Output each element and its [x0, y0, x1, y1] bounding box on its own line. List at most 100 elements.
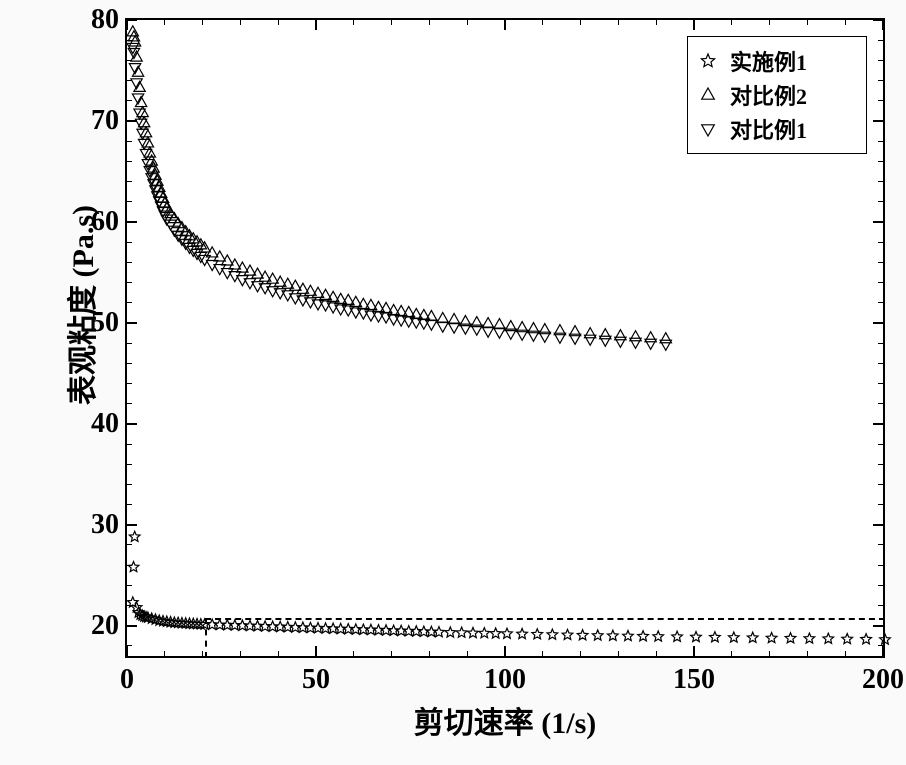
data-marker-triangle-up	[137, 107, 148, 117]
data-marker-triangle-down	[448, 323, 459, 333]
data-marker-triangle-down	[137, 129, 148, 139]
y-minor-tick	[878, 585, 883, 586]
y-minor-tick	[878, 242, 883, 243]
x-minor-tick	[391, 651, 392, 656]
y-minor-tick	[878, 464, 883, 465]
x-minor-tick	[278, 651, 279, 656]
y-major-tick	[127, 524, 137, 526]
legend-label: 实施例1	[730, 45, 807, 77]
x-minor-tick	[353, 20, 354, 25]
x-minor-tick	[467, 20, 468, 25]
data-marker-triangle-down	[630, 338, 641, 348]
data-marker-triangle-down	[660, 340, 671, 350]
y-major-tick	[127, 120, 137, 122]
y-minor-tick	[127, 262, 132, 263]
legend-marker-star-icon	[696, 52, 720, 70]
data-marker-triangle-up	[615, 330, 626, 340]
x-major-tick	[882, 646, 884, 656]
data-marker-triangle-down	[584, 335, 595, 345]
data-marker-triangle-up	[660, 333, 671, 343]
data-marker-triangle-down	[600, 336, 611, 346]
y-minor-tick	[878, 403, 883, 404]
x-minor-tick	[202, 20, 203, 25]
x-minor-tick	[164, 651, 165, 656]
data-marker-triangle-up	[494, 319, 505, 329]
y-minor-tick	[878, 504, 883, 505]
y-minor-tick	[127, 282, 132, 283]
x-minor-tick	[240, 651, 241, 656]
y-minor-tick	[878, 605, 883, 606]
y-tick-label: 60	[81, 206, 119, 238]
y-minor-tick	[878, 544, 883, 545]
x-tick-label: 0	[120, 664, 134, 696]
x-tick-label: 150	[673, 664, 715, 696]
data-marker-triangle-down	[482, 327, 493, 337]
x-minor-tick	[807, 651, 808, 656]
y-minor-tick	[878, 100, 883, 101]
data-marker-triangle-down	[494, 328, 505, 338]
x-minor-tick	[656, 651, 657, 656]
x-major-tick	[315, 20, 317, 30]
data-marker-triangle-up	[645, 332, 656, 342]
x-minor-tick	[240, 20, 241, 25]
y-minor-tick	[878, 302, 883, 303]
y-minor-tick	[127, 302, 132, 303]
data-marker-triangle-up	[600, 329, 611, 339]
y-major-tick	[873, 120, 883, 122]
x-minor-tick	[656, 20, 657, 25]
y-tick-label: 80	[81, 4, 119, 36]
x-minor-tick	[769, 651, 770, 656]
y-tick-label: 20	[81, 610, 119, 642]
y-minor-tick	[878, 363, 883, 364]
x-major-tick	[126, 646, 128, 656]
legend-marker-triangle-down-icon	[696, 120, 720, 138]
y-major-tick	[873, 423, 883, 425]
data-marker-triangle-up	[437, 313, 448, 323]
data-marker-triangle-up	[584, 328, 595, 338]
y-minor-tick	[127, 645, 132, 646]
data-marker-triangle-down	[615, 337, 626, 347]
y-minor-tick	[127, 565, 132, 566]
data-marker-triangle-down	[437, 322, 448, 332]
x-minor-tick	[542, 651, 543, 656]
y-minor-tick	[127, 585, 132, 586]
x-major-tick	[504, 20, 506, 30]
x-minor-tick	[353, 651, 354, 656]
x-tick-label: 200	[862, 664, 904, 696]
y-major-tick	[873, 524, 883, 526]
figure-container: 实施例1对比例2对比例1 表观粘度 (Pa.s) 剪切速率 (1/s) 0501…	[0, 0, 906, 765]
y-minor-tick	[878, 444, 883, 445]
x-major-tick	[693, 20, 695, 30]
y-minor-tick	[127, 403, 132, 404]
y-minor-tick	[878, 60, 883, 61]
data-marker-star	[129, 531, 140, 541]
legend-row: 对比例1	[696, 113, 858, 145]
data-marker-triangle-up	[448, 314, 459, 324]
x-tick-label: 50	[302, 664, 330, 696]
data-marker-triangle-down	[237, 276, 248, 286]
x-minor-tick	[164, 20, 165, 25]
data-marker-triangle-down	[645, 339, 656, 349]
y-minor-tick	[878, 80, 883, 81]
x-minor-tick	[845, 651, 846, 656]
x-minor-tick	[845, 20, 846, 25]
plot-area: 实施例1对比例2对比例1	[125, 18, 885, 658]
y-major-tick	[127, 322, 137, 324]
y-tick-label: 30	[81, 509, 119, 541]
x-minor-tick	[467, 651, 468, 656]
y-minor-tick	[878, 383, 883, 384]
y-minor-tick	[127, 464, 132, 465]
x-minor-tick	[278, 20, 279, 25]
y-major-tick	[873, 19, 883, 21]
y-tick-label: 50	[81, 307, 119, 339]
y-major-tick	[873, 221, 883, 223]
y-minor-tick	[127, 181, 132, 182]
data-marker-triangle-up	[482, 318, 493, 328]
y-minor-tick	[127, 141, 132, 142]
y-major-tick	[127, 221, 137, 223]
y-minor-tick	[127, 80, 132, 81]
y-minor-tick	[878, 161, 883, 162]
data-marker-triangle-up	[630, 331, 641, 341]
y-minor-tick	[127, 605, 132, 606]
x-major-tick	[504, 646, 506, 656]
